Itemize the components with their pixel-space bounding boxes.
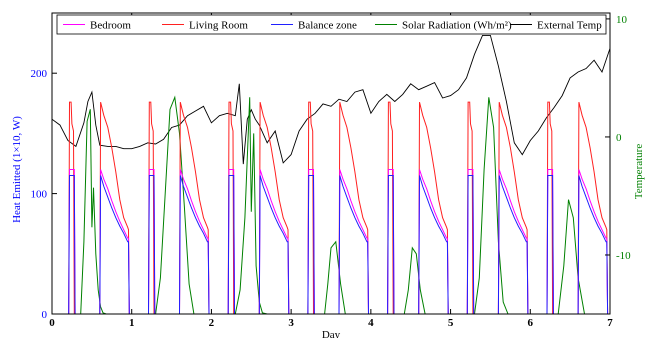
y-left-tick-label: 200 xyxy=(31,68,48,80)
y-right-axis-label: Temperature xyxy=(633,144,645,200)
legend: Bedroom Living Room Balance zone Solar Radi… xyxy=(56,14,607,35)
plot-frame xyxy=(51,12,611,315)
x-tick-label: 5 xyxy=(448,317,454,329)
series-layer xyxy=(52,34,610,314)
legend-label-external-temp: External Temp xyxy=(537,20,602,32)
legend-box xyxy=(56,14,607,35)
legend-label-balance-zone: Balance zone xyxy=(298,20,357,32)
series-line-bedroom xyxy=(52,169,609,314)
series-line-living-room xyxy=(52,101,609,314)
legend-label-solar: Solar Radiation (Wh/m²) xyxy=(402,20,512,32)
series-line-balance-zone xyxy=(52,175,609,314)
x-axis-label: Day xyxy=(322,329,341,338)
y-left-tick-label: 0 xyxy=(42,309,48,321)
y-left-tick-label: 100 xyxy=(31,189,48,201)
legend-label-bedroom: Bedroom xyxy=(90,20,131,32)
x-tick-label: 7 xyxy=(607,317,613,329)
series-line-solar xyxy=(52,95,610,314)
x-tick-label: 0 xyxy=(49,317,55,329)
x-tick-label: 3 xyxy=(288,317,294,329)
y-right-tick-label: 10 xyxy=(616,14,628,26)
legend-label-living-room: Living Room xyxy=(189,20,248,32)
axis-layer: 0 1 2 3 4 5 6 7 0 100 200 -10 0 10 Day Heat Emitted (1×… xyxy=(11,13,645,338)
x-tick-label: 2 xyxy=(209,317,215,329)
x-tick-label: 4 xyxy=(368,317,374,329)
series-line-external-temp xyxy=(52,34,610,165)
x-tick-label: 1 xyxy=(129,317,135,329)
x-tick-label: 6 xyxy=(528,317,534,329)
y-right-tick-label: 0 xyxy=(616,132,622,144)
y-right-tick-label: -10 xyxy=(616,250,631,262)
y-left-axis-label: Heat Emitted (1×10, W) xyxy=(11,116,23,223)
